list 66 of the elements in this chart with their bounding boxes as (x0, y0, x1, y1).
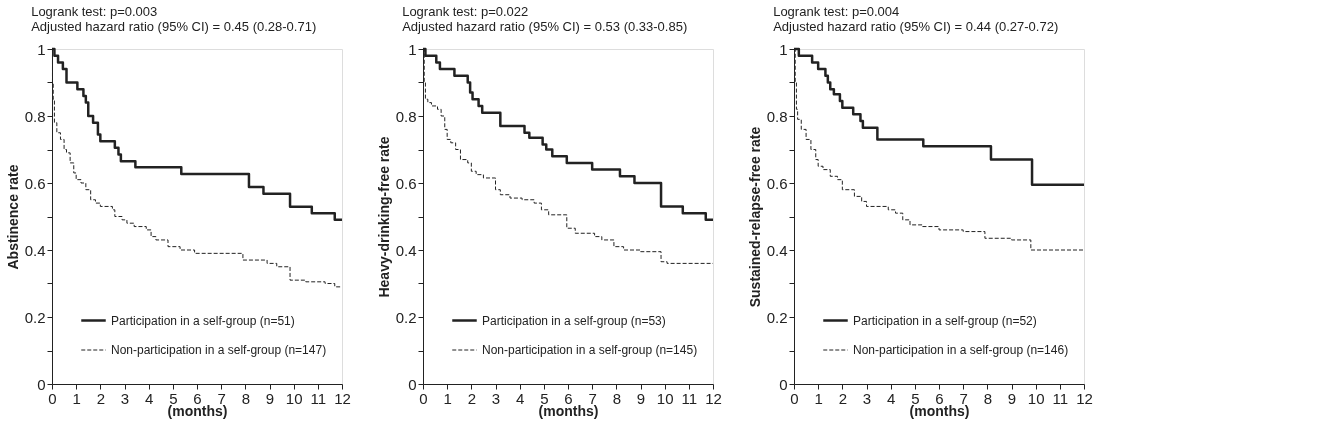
x-tick-label: 3 (491, 389, 501, 407)
y-tick-label: 0.2 (24, 308, 46, 326)
y-tick-label: 0.4 (395, 241, 417, 259)
y-tick-label: 0.6 (24, 174, 46, 192)
x-tick-label: 6 (564, 389, 573, 407)
x-tick-label: 2 (96, 389, 106, 407)
x-tick-label: 11 (1052, 389, 1069, 407)
y-tick-label: 0 (779, 375, 788, 393)
x-tick-label: 6 (193, 389, 202, 407)
y-tick-label: 0.6 (766, 174, 788, 192)
y-tick-label: 0.2 (766, 308, 788, 326)
x-tick-label: 2 (467, 389, 477, 407)
x-tick-label: 0 (419, 389, 428, 407)
x-tick-label: 1 (72, 389, 81, 407)
y-axis-title: Abstinence rate (4, 164, 21, 270)
x-tick-label: 9 (265, 389, 275, 407)
legend-label: Participation in a self-group (n=52) (853, 313, 1037, 328)
y-tick-label: 0.8 (395, 107, 417, 125)
legend-label: Participation in a self-group (n=51) (111, 313, 295, 328)
text: Logrank test: p=0.022 (402, 4, 529, 19)
legend-label: Participation in a self-group (n=53) (482, 313, 666, 328)
x-tick-label: 8 (983, 389, 993, 407)
legend-label: Non-participation in a self-group (n=146) (853, 343, 1069, 357)
x-tick-label: 10 (1027, 389, 1045, 407)
x-tick-label: 11 (681, 389, 698, 407)
x-tick-label: 4 (144, 389, 154, 407)
x-tick-label: 3 (862, 389, 872, 407)
x-tick-label: 12 (1076, 389, 1093, 407)
y-tick-label: 0.8 (766, 107, 788, 125)
x-tick-label: 10 (285, 389, 303, 407)
x-tick-label: 2 (838, 389, 848, 407)
text: Adjusted hazard ratio (95% CI) = 0.53 (0.33-0.85) (402, 19, 688, 34)
x-tick-label: 8 (241, 389, 251, 407)
x-tick-label: 11 (310, 389, 327, 407)
y-tick-label: 1 (408, 40, 417, 58)
legend-label: Non-participation in a self-group (n=147) (111, 343, 327, 357)
x-tick-label: 4 (515, 389, 525, 407)
x-tick-label: 0 (48, 389, 57, 407)
x-tick-label: 9 (1007, 389, 1017, 407)
x-tick-label: 4 (886, 389, 896, 407)
x-tick-label: 6 (935, 389, 944, 407)
text: Logrank test: p=0.003 (31, 4, 158, 19)
x-tick-label: 8 (612, 389, 622, 407)
y-axis-title: Heavy-drinking-free rate (375, 136, 392, 298)
text: Adjusted hazard ratio (95% CI) = 0.45 (0.28-0.71) (31, 19, 317, 34)
y-tick-label: 0 (37, 375, 46, 393)
y-axis-title: Sustained-relapse-free rate (746, 126, 763, 308)
y-tick-label: 1 (37, 40, 46, 58)
text: Adjusted hazard ratio (95% CI) = 0.44 (0.27-0.72) (773, 19, 1059, 34)
legend-label: Non-participation in a self-group (n=145) (482, 343, 698, 357)
y-tick-label: 0.6 (395, 174, 417, 192)
y-tick-label: 0 (408, 375, 417, 393)
text: Logrank test: p=0.004 (773, 4, 900, 19)
y-tick-label: 0.2 (395, 308, 417, 326)
x-tick-label: 0 (790, 389, 799, 407)
x-tick-label: 3 (120, 389, 130, 407)
x-tick-label: 12 (705, 389, 722, 407)
y-tick-label: 0.4 (24, 241, 46, 259)
x-tick-label: 9 (636, 389, 646, 407)
x-tick-label: 1 (814, 389, 823, 407)
y-tick-label: 0.8 (24, 107, 46, 125)
x-tick-label: 1 (443, 389, 452, 407)
x-tick-label: 12 (334, 389, 351, 407)
y-tick-label: 1 (779, 40, 788, 58)
x-tick-label: 10 (656, 389, 674, 407)
y-tick-label: 0.4 (766, 241, 788, 259)
